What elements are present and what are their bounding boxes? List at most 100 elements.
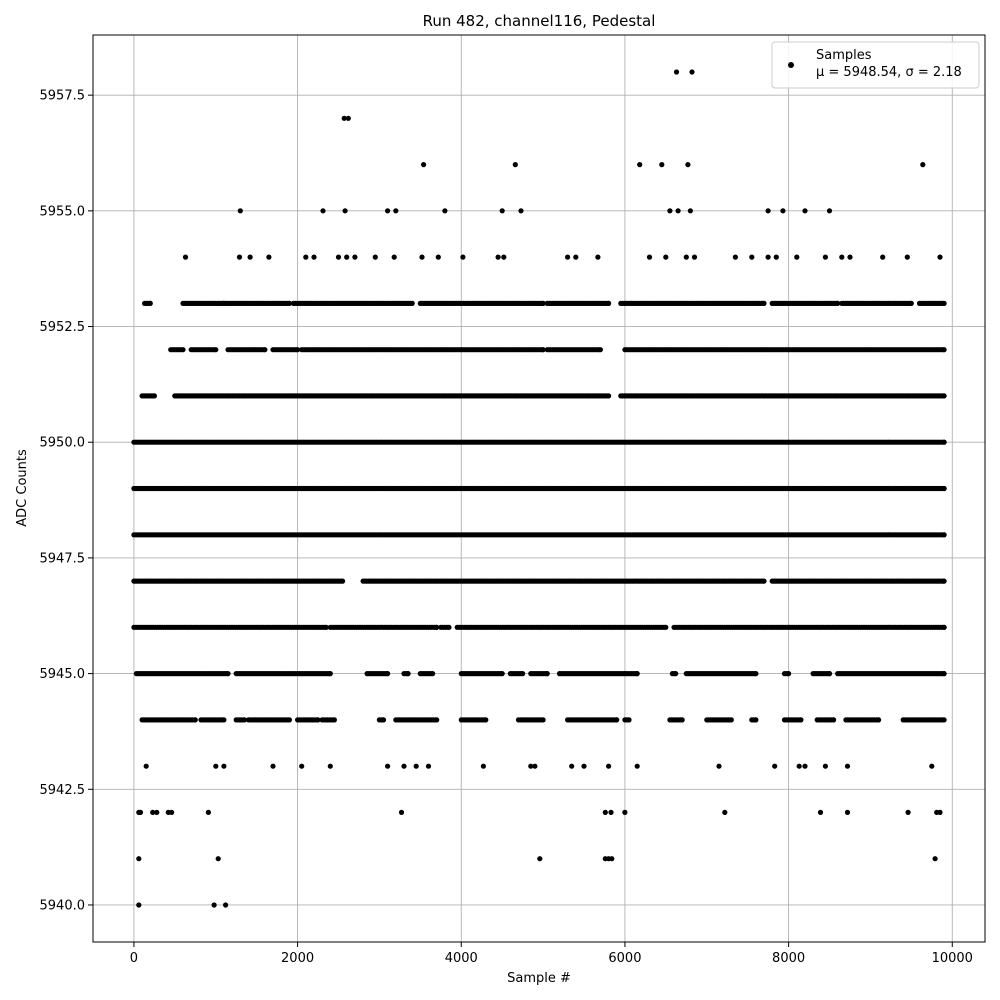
y-tick-label: 5957.5 bbox=[40, 89, 86, 104]
data-point bbox=[667, 208, 673, 214]
data-point bbox=[749, 254, 755, 260]
x-tick-label: 4000 bbox=[445, 951, 478, 966]
data-point bbox=[223, 902, 229, 908]
data-point bbox=[221, 763, 227, 769]
data-point bbox=[331, 717, 337, 723]
data-point bbox=[315, 717, 321, 723]
data-point bbox=[847, 254, 853, 260]
data-point bbox=[796, 763, 802, 769]
data-point bbox=[685, 162, 691, 168]
data-point bbox=[798, 717, 804, 723]
data-point bbox=[435, 254, 441, 260]
data-point bbox=[941, 717, 947, 723]
data-point bbox=[495, 254, 501, 260]
data-points bbox=[131, 69, 947, 908]
data-point bbox=[460, 254, 466, 260]
data-point bbox=[941, 439, 947, 445]
y-axis-label: ADC Counts bbox=[15, 449, 30, 527]
data-point bbox=[569, 763, 575, 769]
data-point bbox=[844, 809, 851, 816]
data-point bbox=[614, 717, 620, 723]
data-point bbox=[344, 254, 350, 260]
data-point bbox=[182, 254, 189, 260]
data-point bbox=[520, 671, 526, 677]
chart-title: Run 482, channel116, Pedestal bbox=[423, 12, 656, 30]
y-tick-label: 5950.0 bbox=[40, 436, 86, 451]
data-point bbox=[143, 763, 149, 769]
data-point bbox=[237, 208, 243, 214]
data-point bbox=[499, 208, 505, 214]
data-point bbox=[732, 254, 739, 260]
legend-series-name: Samples bbox=[816, 48, 872, 63]
data-point bbox=[831, 717, 837, 723]
data-point bbox=[385, 671, 391, 677]
data-point bbox=[905, 809, 911, 816]
data-point bbox=[247, 254, 253, 260]
data-point bbox=[675, 208, 681, 214]
data-point bbox=[446, 624, 452, 630]
data-point bbox=[442, 208, 448, 214]
data-point bbox=[663, 254, 669, 260]
y-tick-label: 5940.0 bbox=[40, 898, 86, 913]
data-point bbox=[137, 809, 144, 816]
data-point bbox=[393, 208, 399, 214]
data-point bbox=[480, 763, 486, 769]
y-tick-label: 5945.0 bbox=[40, 667, 86, 682]
data-point bbox=[772, 763, 778, 769]
data-point bbox=[602, 809, 608, 816]
data-point bbox=[765, 208, 771, 214]
data-point bbox=[728, 717, 734, 723]
data-point bbox=[215, 856, 221, 862]
x-tick-label: 8000 bbox=[772, 951, 805, 966]
data-point bbox=[839, 254, 845, 260]
y-tick-label: 5942.5 bbox=[40, 783, 86, 798]
data-point bbox=[221, 717, 227, 723]
data-point bbox=[136, 902, 142, 908]
data-point bbox=[765, 254, 771, 260]
data-point bbox=[327, 671, 333, 677]
data-point bbox=[802, 208, 808, 214]
data-point bbox=[409, 300, 415, 306]
data-point bbox=[932, 856, 938, 862]
data-point bbox=[659, 162, 665, 168]
data-point bbox=[595, 254, 601, 260]
data-point bbox=[679, 717, 685, 723]
data-point bbox=[483, 717, 489, 723]
data-point bbox=[372, 254, 378, 260]
data-point bbox=[622, 809, 628, 816]
data-point bbox=[826, 208, 833, 214]
data-point bbox=[941, 671, 947, 677]
data-point bbox=[880, 254, 886, 260]
data-point bbox=[299, 763, 305, 769]
data-point bbox=[421, 162, 427, 168]
data-point bbox=[609, 856, 615, 862]
data-point bbox=[266, 254, 272, 260]
data-point bbox=[518, 208, 524, 214]
data-point bbox=[342, 208, 348, 214]
data-point bbox=[286, 717, 292, 723]
data-point bbox=[683, 254, 689, 260]
data-point bbox=[920, 162, 926, 168]
data-point bbox=[606, 763, 612, 769]
data-point bbox=[753, 717, 759, 723]
data-point bbox=[929, 763, 935, 769]
data-point bbox=[687, 208, 694, 214]
data-point bbox=[311, 254, 317, 260]
data-point bbox=[147, 300, 153, 306]
data-point bbox=[213, 763, 219, 769]
data-point bbox=[773, 254, 779, 260]
data-point bbox=[213, 347, 219, 353]
data-point bbox=[405, 671, 411, 677]
data-point bbox=[941, 347, 947, 353]
data-point bbox=[345, 115, 351, 121]
legend-marker bbox=[788, 62, 794, 68]
data-point bbox=[941, 485, 947, 492]
data-point bbox=[941, 624, 947, 630]
data-point bbox=[822, 254, 829, 260]
data-point bbox=[794, 254, 800, 260]
data-point bbox=[937, 809, 943, 816]
data-point bbox=[780, 208, 786, 214]
data-point bbox=[722, 809, 728, 816]
data-point bbox=[761, 578, 767, 584]
